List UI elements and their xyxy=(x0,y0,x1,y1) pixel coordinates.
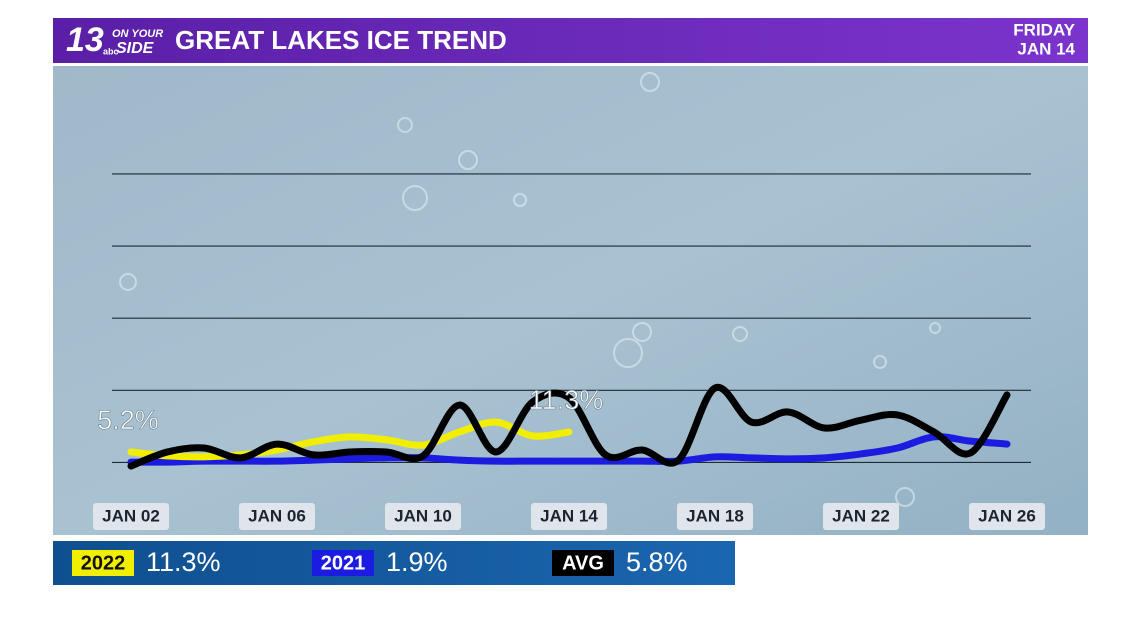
series-line xyxy=(127,433,1011,466)
series-line xyxy=(127,418,573,461)
header-bar xyxy=(53,18,1088,63)
x-tick-label: JAN 14 xyxy=(540,506,598,525)
legend-name: 2021 xyxy=(321,552,366,574)
legend-name: AVG xyxy=(562,552,604,574)
legend-swatch xyxy=(552,550,614,576)
logo-network: abc xyxy=(103,46,119,56)
ice-background xyxy=(53,66,1088,535)
logo-line: SIDE xyxy=(116,40,155,57)
x-tick-box xyxy=(239,503,315,530)
logo-number: 13 xyxy=(66,21,104,59)
x-tick-label: JAN 22 xyxy=(832,506,890,525)
x-tick-label: JAN 26 xyxy=(978,506,1036,525)
x-tick-box xyxy=(93,503,169,530)
x-tick-box xyxy=(385,503,461,530)
legend-value: 5.8% xyxy=(626,547,688,577)
series-line xyxy=(127,383,1011,470)
legend-value: 11.3% xyxy=(146,547,221,577)
dateline: FRIDAY xyxy=(1013,20,1075,39)
data-label: 5.2% xyxy=(97,405,159,435)
ice-bubbles xyxy=(119,72,941,507)
legend-value: 1.9% xyxy=(386,547,448,577)
x-tick-label: JAN 18 xyxy=(686,506,744,525)
legend-swatch xyxy=(312,550,374,576)
legend-name: 2022 xyxy=(81,552,126,574)
x-tick-box xyxy=(969,503,1045,530)
legend-bar xyxy=(53,541,735,585)
x-tick-box xyxy=(823,503,899,530)
logo-line: ON YOUR xyxy=(112,28,163,40)
data-label: 11.3% xyxy=(529,385,604,415)
x-tick-label: JAN 10 xyxy=(394,506,452,525)
legend-swatch xyxy=(72,550,134,576)
x-tick-label: JAN 06 xyxy=(248,506,306,525)
x-tick-box xyxy=(531,503,607,530)
dateline: JAN 14 xyxy=(1017,39,1075,58)
x-tick-box xyxy=(677,503,753,530)
chart-title: GREAT LAKES ICE TREND xyxy=(175,25,507,55)
x-tick-label: JAN 02 xyxy=(102,506,160,525)
